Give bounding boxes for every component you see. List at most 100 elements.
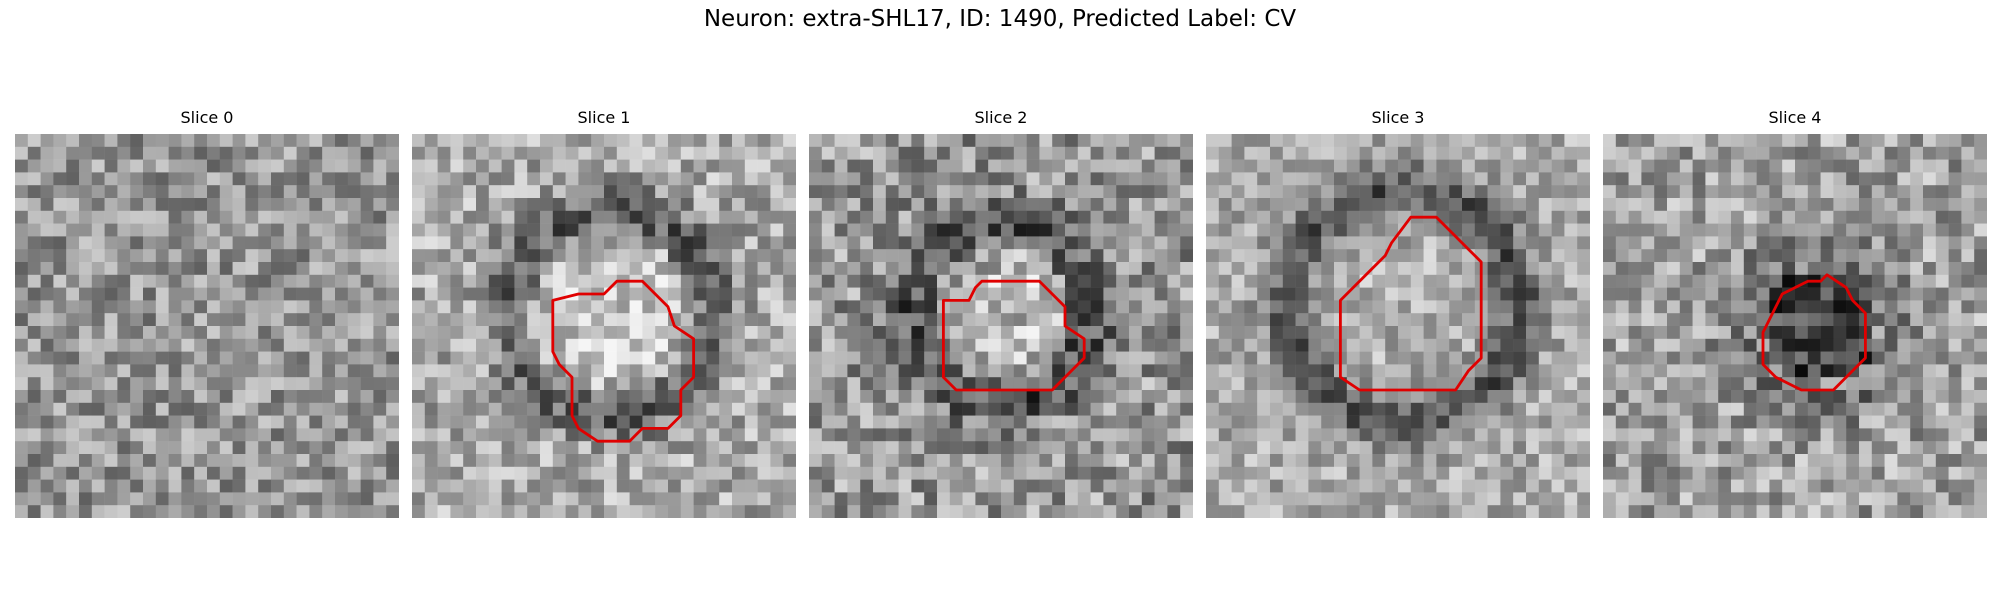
pixel-cell	[91, 287, 105, 301]
pixel-cell	[155, 134, 169, 148]
pixel-cell	[1398, 390, 1412, 404]
pixel-cell	[488, 402, 502, 416]
pixel-cell	[540, 492, 554, 506]
pixel-cell	[680, 236, 694, 250]
pixel-cell	[1731, 146, 1745, 160]
pixel-cell	[744, 390, 758, 404]
pixel-cell	[629, 402, 643, 416]
pixel-cell	[1231, 185, 1245, 199]
pixel-cell	[1743, 287, 1757, 301]
pixel-cell	[232, 146, 246, 160]
pixel-cell	[1372, 364, 1386, 378]
pixel-cell	[1154, 466, 1168, 480]
pixel-cell	[949, 236, 963, 250]
pixel-cell	[616, 287, 630, 301]
pixel-cell	[1385, 159, 1399, 173]
pixel-cell	[1308, 210, 1322, 224]
pixel-cell	[437, 287, 451, 301]
pixel-cell	[1948, 428, 1962, 442]
pixel-cell	[501, 198, 515, 212]
pixel-cell	[309, 313, 323, 327]
pixel-cell	[309, 223, 323, 237]
pixel-cell	[296, 415, 310, 429]
pixel-cell	[1577, 249, 1590, 263]
pixel-cell	[924, 313, 938, 327]
pixel-cell	[488, 441, 502, 455]
pixel-cell	[604, 236, 618, 250]
pixel-cell	[757, 351, 771, 365]
pixel-cell	[1935, 390, 1949, 404]
pixel-cell	[1743, 146, 1757, 160]
pixel-cell	[962, 134, 976, 148]
pixel-cell	[1462, 402, 1476, 416]
pixel-cell	[1282, 274, 1296, 288]
pixel-cell	[898, 364, 912, 378]
pixel-cell	[360, 223, 374, 237]
pixel-cell	[1218, 351, 1232, 365]
pixel-cell	[27, 223, 41, 237]
pixel-cell	[642, 249, 656, 263]
pixel-cell	[898, 146, 912, 160]
pixel-cell	[1564, 287, 1578, 301]
pixel-cell	[1615, 172, 1629, 186]
pixel-cell	[309, 377, 323, 391]
pixel-cell	[834, 185, 848, 199]
pixel-cell	[565, 274, 579, 288]
pixel-cell	[1564, 274, 1578, 288]
pixel-cell	[1346, 249, 1360, 263]
pixel-cell	[1897, 300, 1911, 314]
pixel-cell	[207, 377, 221, 391]
pixel-cell	[1129, 428, 1143, 442]
pixel-cell	[501, 223, 515, 237]
pixel-cell	[1039, 441, 1053, 455]
pixel-cell	[834, 236, 848, 250]
pixel-cell	[1948, 249, 1962, 263]
pixel-cell	[130, 223, 144, 237]
pixel-cell	[1487, 479, 1501, 493]
pixel-cell	[1628, 159, 1642, 173]
pixel-cell	[719, 287, 733, 301]
pixel-cell	[1961, 505, 1975, 518]
pixel-cell	[283, 198, 297, 212]
pixel-cell	[1231, 441, 1245, 455]
pixel-cell	[1462, 390, 1476, 404]
pixel-cell	[1897, 274, 1911, 288]
pixel-cell	[1846, 313, 1860, 327]
pixel-cell	[1359, 479, 1373, 493]
pixel-cell	[1462, 415, 1476, 429]
pixel-cell	[1961, 300, 1975, 314]
pixel-cell	[1705, 338, 1719, 352]
pixel-cell	[1334, 505, 1348, 518]
pixel-cell	[1833, 313, 1847, 327]
pixel-cell	[1859, 441, 1873, 455]
pixel-cell	[924, 364, 938, 378]
pixel-cell	[1077, 428, 1091, 442]
pixel-cell	[719, 479, 733, 493]
pixel-cell	[693, 466, 707, 480]
pixel-cell	[1359, 454, 1373, 468]
pixel-cell	[1692, 326, 1706, 340]
pixel-cell	[40, 210, 54, 224]
pixel-cell	[1398, 134, 1412, 148]
pixel-cell	[1961, 146, 1975, 160]
pixel-cell	[1731, 479, 1745, 493]
pixel-cell	[1436, 441, 1450, 455]
pixel-cell	[706, 146, 720, 160]
pixel-cell	[604, 172, 618, 186]
pixel-cell	[1398, 223, 1412, 237]
pixel-cell	[578, 249, 592, 263]
pixel-cell	[207, 146, 221, 160]
pixel-cell	[1679, 492, 1693, 506]
pixel-cell	[578, 300, 592, 314]
pixel-cell	[476, 185, 490, 199]
pixel-cell	[1948, 223, 1962, 237]
pixel-cell	[1206, 505, 1220, 518]
pixel-cell	[104, 210, 118, 224]
pixel-cell	[130, 505, 144, 518]
pixel-cell	[732, 441, 746, 455]
pixel-cell	[91, 210, 105, 224]
pixel-cell	[1615, 287, 1629, 301]
pixel-cell	[91, 134, 105, 148]
pixel-cell	[424, 274, 438, 288]
pixel-cell	[873, 185, 887, 199]
